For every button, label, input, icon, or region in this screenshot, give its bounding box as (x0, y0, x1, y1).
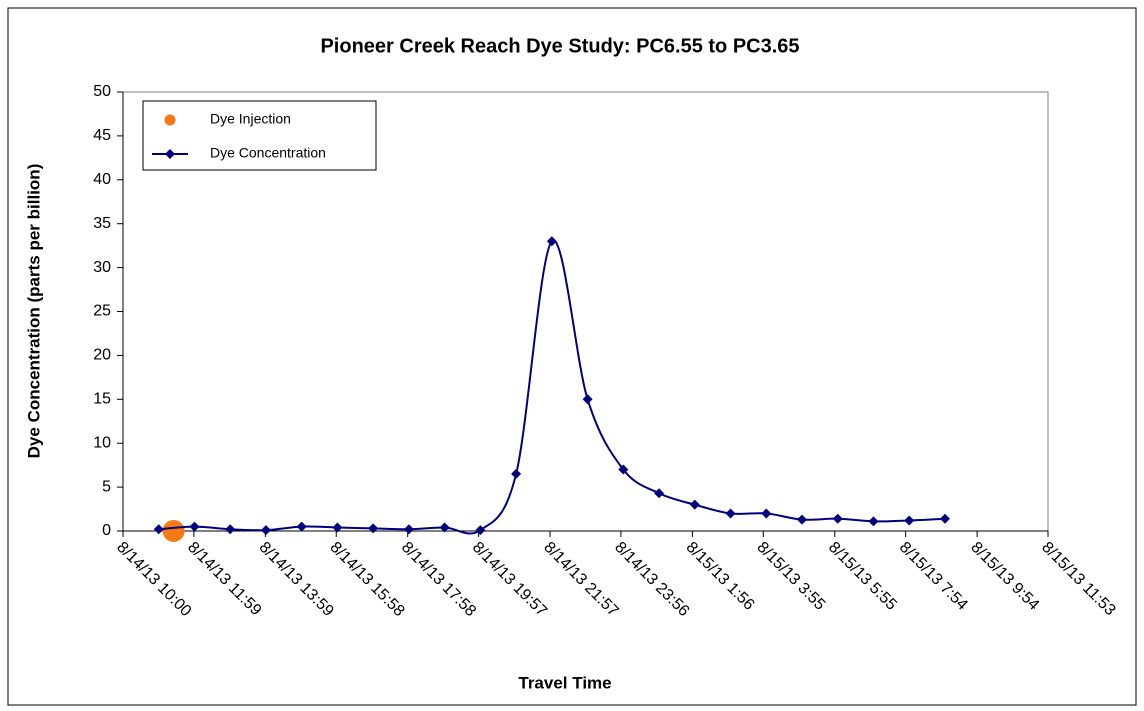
legend-label: Dye Concentration (210, 145, 326, 161)
point (189, 521, 200, 532)
point (153, 524, 164, 535)
point (260, 525, 271, 536)
point (546, 236, 557, 247)
legend-marker (164, 114, 176, 126)
legend-label: Dye Injection (210, 111, 291, 127)
point (582, 394, 593, 405)
y-tick-label: 40 (93, 171, 111, 188)
point (368, 523, 379, 534)
y-axis-label: Dye Concentration (parts per billion) (24, 164, 43, 459)
legend-marker (165, 149, 175, 159)
point (654, 488, 665, 499)
point (725, 508, 736, 519)
y-tick-label: 25 (93, 303, 111, 320)
y-tick-label: 10 (93, 434, 111, 451)
y-tick-label: 15 (93, 391, 111, 408)
point (475, 525, 486, 536)
y-tick-label: 30 (93, 259, 111, 276)
point (868, 516, 879, 527)
point (403, 524, 414, 535)
point (832, 513, 843, 524)
y-tick-label: 35 (93, 215, 111, 232)
point (618, 464, 629, 475)
y-tick-label: 0 (102, 522, 111, 539)
y-tick-label: 45 (93, 127, 111, 144)
point (439, 522, 450, 533)
point (511, 468, 522, 479)
point (225, 524, 236, 535)
point (162, 520, 185, 542)
point (761, 508, 772, 519)
point (939, 513, 950, 524)
point (689, 499, 700, 510)
point (904, 515, 915, 526)
legend-box (142, 100, 377, 171)
y-tick-label: 20 (93, 347, 111, 364)
point (296, 521, 307, 532)
point (797, 514, 808, 525)
y-tick-label: 50 (93, 83, 111, 100)
point (332, 522, 343, 533)
x-axis-label: Travel Time (518, 673, 611, 692)
y-tick-label: 5 (102, 478, 111, 495)
chart-title: Pioneer Creek Reach Dye Study: PC6.55 to… (320, 35, 799, 57)
